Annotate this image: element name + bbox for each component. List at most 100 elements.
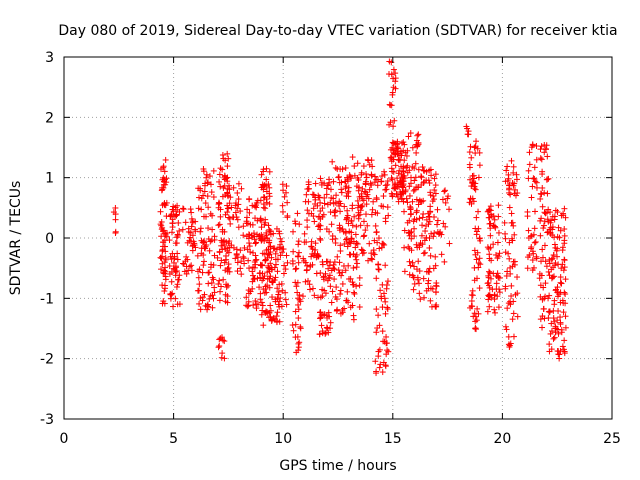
data-point	[373, 306, 380, 313]
data-point	[324, 258, 331, 265]
data-point	[413, 149, 420, 156]
data-point	[207, 210, 214, 217]
data-point	[350, 264, 357, 271]
tick-labels: 0 5 10 15 20 25 -3 -2 -1 0 1 2 3	[40, 50, 621, 447]
data-point	[272, 261, 279, 268]
data-point	[403, 152, 410, 159]
data-point	[345, 239, 352, 246]
data-point	[350, 281, 357, 288]
data-point	[354, 160, 361, 167]
data-point	[218, 257, 225, 264]
data-point	[246, 195, 253, 202]
data-point	[210, 295, 217, 302]
data-point	[221, 259, 228, 266]
data-point	[363, 171, 370, 178]
data-point	[168, 278, 175, 285]
data-point	[192, 228, 199, 235]
data-point	[508, 235, 515, 242]
data-point	[394, 175, 401, 182]
data-point	[467, 143, 474, 150]
data-point	[393, 190, 400, 197]
data-point	[233, 214, 240, 221]
data-point	[446, 206, 453, 213]
x-axis-label: GPS time / hours	[279, 458, 396, 474]
data-point	[240, 232, 247, 239]
data-point	[305, 178, 312, 185]
data-point	[411, 225, 418, 232]
data-point	[217, 262, 224, 269]
data-point	[251, 203, 258, 210]
data-point	[316, 331, 323, 338]
data-point	[323, 324, 330, 331]
data-point	[273, 246, 280, 253]
data-point	[537, 316, 544, 323]
data-point	[189, 219, 196, 226]
data-point	[430, 193, 437, 200]
data-point	[216, 297, 223, 304]
data-point	[369, 256, 376, 263]
data-point	[225, 214, 232, 221]
data-point	[258, 311, 265, 318]
data-point	[217, 165, 224, 172]
y-tick-label: -1	[40, 291, 54, 307]
data-point	[278, 303, 285, 310]
data-point	[406, 232, 413, 239]
data-point	[257, 197, 264, 204]
data-point	[423, 234, 430, 241]
data-point	[260, 194, 267, 201]
data-point	[561, 264, 568, 271]
data-point	[427, 252, 434, 259]
data-point	[416, 244, 423, 251]
data-point	[510, 163, 517, 170]
data-point	[215, 344, 222, 351]
data-point	[166, 263, 173, 270]
data-point	[486, 269, 493, 276]
data-point	[473, 231, 480, 238]
data-point	[484, 208, 491, 215]
data-point	[502, 323, 509, 330]
data-point	[327, 283, 334, 290]
data-point	[415, 131, 422, 138]
data-point	[251, 275, 258, 282]
data-point	[555, 224, 562, 231]
data-point	[551, 213, 558, 220]
data-point	[469, 287, 476, 294]
data-point	[531, 208, 538, 215]
data-point	[252, 240, 259, 247]
data-point	[174, 232, 181, 239]
data-point	[542, 210, 549, 217]
data-point	[325, 329, 332, 336]
data-point	[533, 143, 540, 150]
data-point	[161, 230, 168, 237]
data-point	[189, 247, 196, 254]
data-point	[357, 203, 364, 210]
data-point	[305, 185, 312, 192]
data-point	[350, 316, 357, 323]
data-point	[161, 282, 168, 289]
data-point	[202, 180, 209, 187]
data-point	[468, 154, 475, 161]
data-point	[235, 180, 242, 187]
data-point	[442, 223, 449, 230]
data-point	[262, 257, 269, 264]
data-point	[254, 217, 261, 224]
data-point	[465, 128, 472, 135]
data-point	[234, 268, 241, 275]
data-point	[324, 201, 331, 208]
data-point	[383, 186, 390, 193]
data-point	[372, 358, 379, 365]
data-point	[304, 224, 311, 231]
data-point	[472, 325, 479, 332]
data-point	[208, 280, 215, 287]
data-point	[290, 228, 297, 235]
data-point	[432, 171, 439, 178]
data-point	[224, 282, 231, 289]
data-point	[337, 291, 344, 298]
data-point	[352, 231, 359, 238]
data-point	[473, 256, 480, 263]
data-point	[389, 139, 396, 146]
data-point	[256, 284, 263, 291]
data-point	[310, 205, 317, 212]
data-point	[243, 302, 250, 309]
data-point	[403, 195, 410, 202]
